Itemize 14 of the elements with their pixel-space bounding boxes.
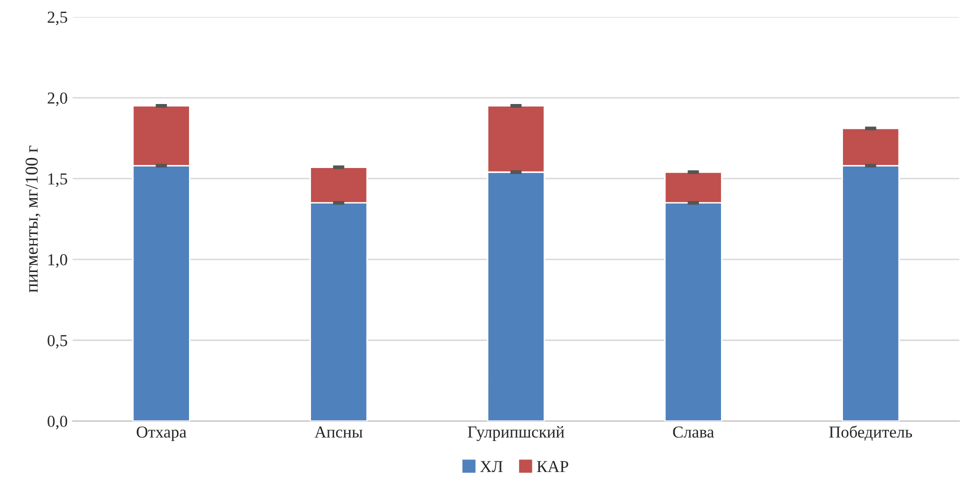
y-tick-label: 1,0 — [48, 254, 68, 268]
x-tick-label: Апсны — [314, 426, 363, 438]
y-tick-label: 0,0 — [48, 416, 68, 430]
y-tick-label: 2,0 — [48, 92, 68, 106]
y-tick-label: 1,5 — [48, 173, 68, 187]
legend-label: ХЛ — [480, 461, 503, 472]
x-tick-label: Победитель — [829, 426, 912, 441]
x-tick-label: Слава — [673, 426, 714, 438]
legend-label: КАР — [536, 460, 568, 472]
x-tick-label: Гулрипшский — [468, 426, 564, 442]
y-tick-label: 2,5 — [48, 12, 68, 26]
x-tick-label: Отхара — [136, 426, 186, 442]
y-tick-label: 0,5 — [48, 334, 68, 349]
y-axis-title: пигменты, мг/100 г — [26, 146, 40, 292]
